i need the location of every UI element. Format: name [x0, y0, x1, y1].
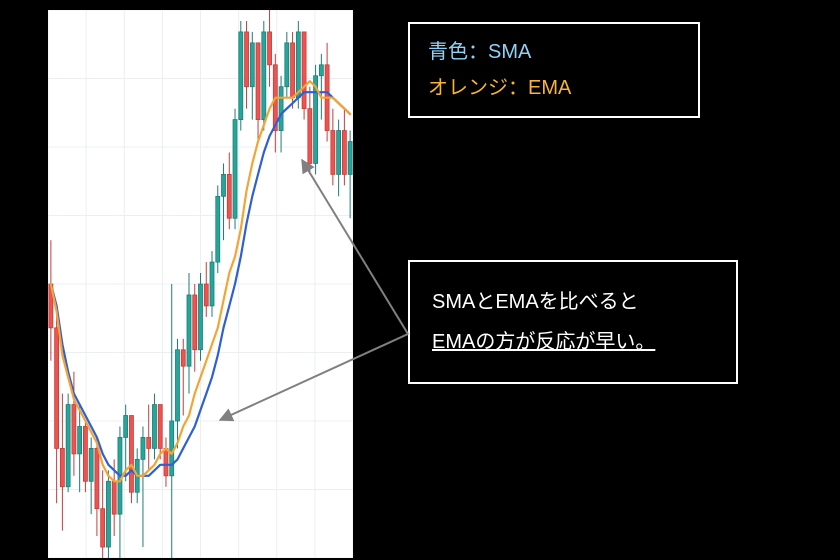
- legend-box: 青色：SMA オレンジ：EMA: [408, 22, 700, 118]
- annotation-line1: SMAとEMAを比べると: [432, 282, 714, 322]
- annotation-line2: EMAの方が反応が早い。: [432, 322, 714, 362]
- legend-ema: オレンジ：EMA: [428, 70, 680, 106]
- candlestick-chart: [48, 10, 353, 558]
- annotation-box: SMAとEMAを比べると EMAの方が反応が早い。: [408, 260, 738, 384]
- chart-svg: [48, 10, 353, 558]
- legend-sma: 青色：SMA: [428, 34, 680, 70]
